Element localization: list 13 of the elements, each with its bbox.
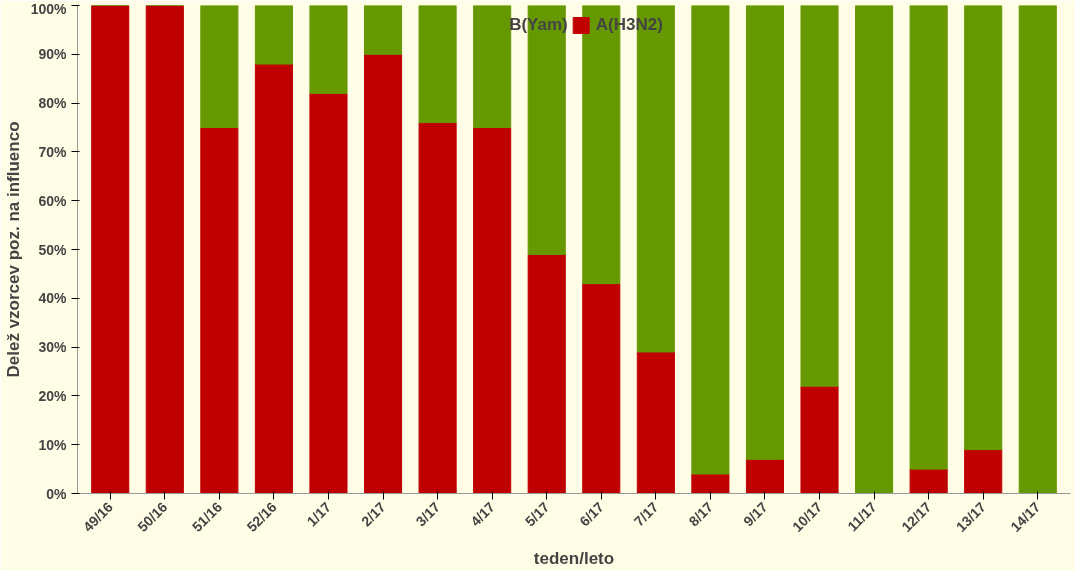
- y-tick-label: 80%: [38, 95, 68, 112]
- y-tick-label: 60%: [38, 192, 68, 209]
- y-tick-label: 30%: [38, 339, 68, 356]
- y-tick-label: 0%: [46, 485, 68, 502]
- y-tick-label: 40%: [38, 290, 68, 307]
- y-tick-label: 100%: [30, 0, 68, 17]
- y-tick-label: 90%: [38, 46, 68, 63]
- x-axis-title: teden/leto: [533, 548, 615, 568]
- y-tick-label: 70%: [38, 143, 68, 160]
- y-axis-title: Delež vzorcev poz. na influenco: [3, 121, 23, 378]
- y-tick-label: 10%: [38, 436, 68, 453]
- y-tick-label: 20%: [38, 387, 68, 404]
- y-tick-label: 50%: [38, 241, 68, 258]
